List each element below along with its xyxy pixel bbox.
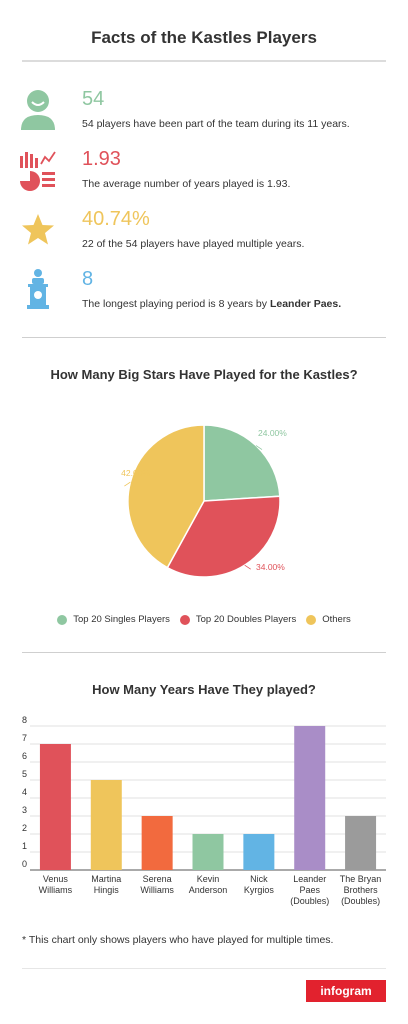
x-tick-label: Paes (299, 885, 320, 895)
fact-description-player: Leander Paes. (269, 298, 342, 310)
fact-value: 54 (82, 88, 105, 110)
y-tick-label: 5 (22, 769, 27, 779)
podium-icon (27, 269, 49, 309)
legend-swatch (306, 614, 317, 625)
x-tick-label: Serena (143, 874, 172, 884)
footnote: * This chart only shows players who have… (22, 934, 334, 946)
analytics-icon (20, 151, 56, 191)
bar[interactable] (141, 816, 173, 870)
y-tick-label: 7 (22, 733, 27, 743)
x-tick-label: Kyrgios (244, 885, 275, 895)
bar-chart: 012345678VenusWilliamsMartinaHingisSeren… (22, 715, 386, 906)
section-divider (22, 652, 386, 653)
pie-slice[interactable] (203, 424, 281, 502)
title-divider (22, 60, 386, 62)
pie-chart-title: How Many Big Stars Have Played for the K… (50, 367, 358, 382)
pie-legend: Top 20 Singles Players Top 20 Doubles Pl… (0, 614, 408, 625)
bar[interactable] (294, 726, 326, 870)
x-tick-label: Leander (293, 874, 326, 884)
fact-value: 40.74% (82, 208, 150, 230)
pie-leader-line (124, 481, 131, 487)
fact-average: 1.93 The average number of years played … (0, 148, 408, 208)
pie-data-label: 42.00% (121, 468, 150, 478)
x-tick-label: Nick (250, 874, 268, 884)
bar[interactable] (192, 834, 224, 870)
y-tick-label: 6 (22, 751, 27, 761)
x-tick-label: Hingis (94, 885, 120, 895)
x-tick-label: Venus (43, 874, 69, 884)
fact-description: The average number of years played is 1.… (82, 178, 291, 190)
y-tick-label: 2 (22, 823, 27, 833)
x-tick-label: (Doubles) (341, 896, 380, 906)
fact-multiple-years: 40.74% 22 of the 54 players have played … (0, 208, 408, 268)
legend-swatch (57, 614, 68, 625)
logo-flag (306, 980, 386, 1002)
y-tick-label: 3 (22, 805, 27, 815)
bar[interactable] (345, 816, 377, 870)
x-tick-label: Williams (140, 885, 174, 895)
bar[interactable] (39, 744, 71, 870)
fact-players: 54 54 players have been part of the team… (0, 88, 408, 148)
pie-data-label: 34.00% (256, 562, 285, 572)
pie-slice[interactable] (127, 424, 205, 569)
legend-item-singles: Top 20 Singles Players (57, 614, 170, 625)
legend-item-doubles: Top 20 Doubles Players (179, 614, 297, 625)
x-tick-label: (Doubles) (290, 896, 329, 906)
legend-swatch (179, 614, 190, 625)
x-tick-label: Kevin (197, 874, 220, 884)
x-tick-label: Williams (39, 885, 73, 895)
fact-value: 8 (82, 268, 94, 290)
page-title: Facts of the Kastles Players (91, 28, 317, 47)
fact-description: 54 players have been part of the team du… (82, 118, 350, 130)
fact-longest: 8 The longest playing period is 8 years … (0, 268, 408, 328)
x-tick-label: Anderson (189, 885, 228, 895)
pie-data-label: 24.00% (258, 428, 287, 438)
fact-description-text: The longest playing period is 8 years by (82, 298, 270, 310)
logo-text: infogram (320, 984, 372, 998)
bar[interactable] (243, 834, 275, 870)
footer-divider (22, 968, 386, 969)
legend-label: Top 20 Singles Players (73, 614, 170, 625)
fact-description: 22 of the 54 players have played multipl… (82, 238, 305, 250)
y-tick-label: 0 (22, 859, 27, 869)
pie-leader-line (255, 445, 263, 450)
bar-chart-title: How Many Years Have They played? (92, 682, 316, 697)
x-tick-label: Brothers (344, 885, 379, 895)
y-tick-label: 8 (22, 715, 27, 725)
x-tick-label: Martina (91, 874, 121, 884)
fact-description: The longest playing period is 8 years by… (82, 298, 341, 310)
x-tick-label: The Bryan (340, 874, 382, 884)
section-divider (22, 337, 386, 338)
star-icon (22, 214, 54, 245)
legend-label: Top 20 Doubles Players (195, 614, 297, 625)
bar[interactable] (90, 780, 122, 870)
legend-item-others: Others (306, 614, 351, 625)
infogram-logo[interactable]: infogram (306, 980, 386, 1002)
fact-value: 1.93 (82, 148, 121, 170)
y-tick-label: 4 (22, 787, 27, 797)
pie-leader-line (244, 564, 251, 570)
person-icon (21, 90, 55, 130)
y-tick-label: 1 (22, 841, 27, 851)
pie-chart: 24.00% 34.00% 42.00% (121, 424, 287, 578)
legend-label: Others (322, 614, 351, 625)
